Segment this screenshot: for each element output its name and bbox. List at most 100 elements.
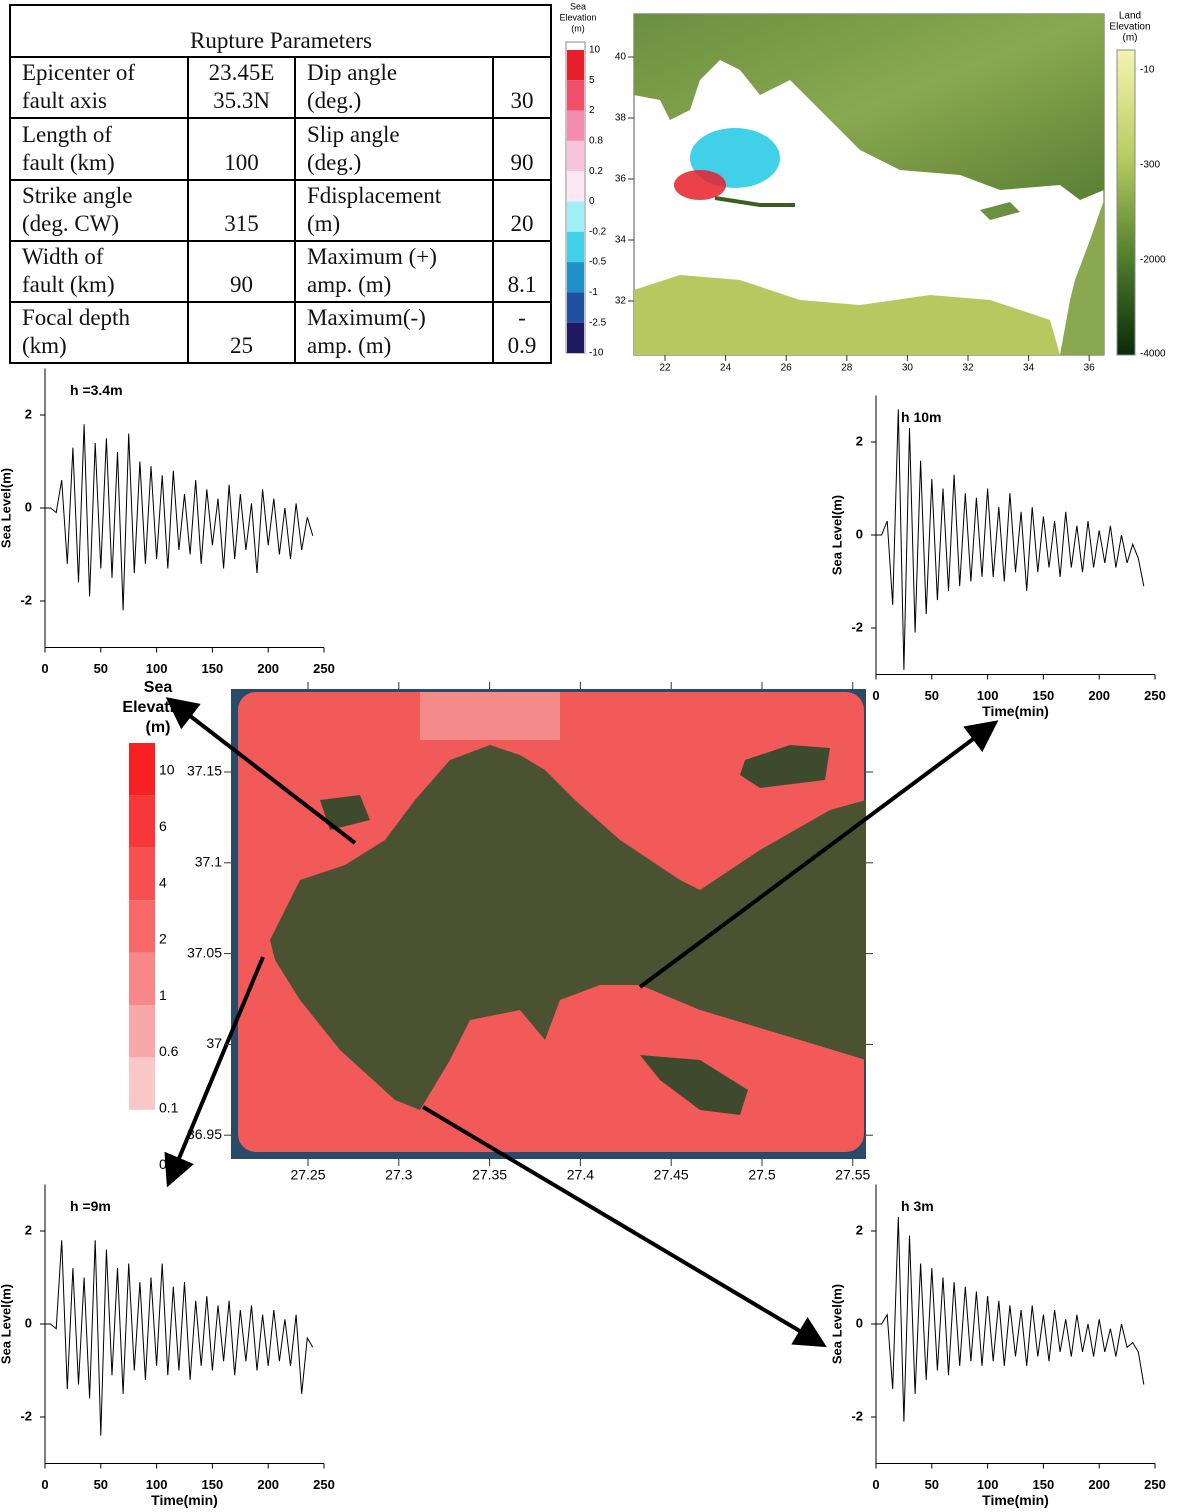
x-tick-label: 28 — [841, 363, 853, 374]
table-cell: Epicenter of — [22, 60, 135, 85]
table-cell: Dip angle — [307, 60, 397, 85]
x-tick-label: 27.35 — [472, 1167, 507, 1183]
legend-label: -0.5 — [589, 257, 607, 268]
x-tick-label: 50 — [925, 1477, 939, 1492]
x-tick-label: 250 — [313, 1477, 335, 1492]
x-tick-label: 30 — [902, 363, 914, 374]
y-tick-label: 32 — [615, 296, 627, 307]
y-tick-label: 2 — [25, 1222, 32, 1237]
table-cell: Length of — [22, 122, 112, 147]
x-tick-label: 100 — [146, 1477, 168, 1492]
local-map — [231, 689, 866, 1159]
x-tick-label: 100 — [977, 688, 999, 703]
table-cell: Maximum (+) — [307, 244, 437, 269]
x-tick-label: 50 — [94, 1477, 108, 1492]
legend-title: Sea — [570, 1, 586, 11]
x-tick-label: 36 — [1084, 363, 1096, 374]
x-tick-label: 150 — [1033, 1477, 1055, 1492]
y-tick-label: 0 — [856, 526, 863, 541]
x-tick-label: 150 — [1033, 688, 1055, 703]
x-tick-label: 0 — [41, 661, 48, 676]
y-axis-label: Sea Level(m) — [0, 468, 13, 548]
table-cell: - — [518, 305, 526, 330]
x-tick-label: 0 — [41, 1477, 48, 1492]
x-tick-label: 200 — [257, 1477, 279, 1492]
x-tick-label: 150 — [202, 1477, 224, 1492]
legend-label: 10 — [589, 45, 601, 56]
y-tick-label: 36.95 — [187, 1126, 222, 1142]
y-tick-label: 2 — [856, 433, 863, 448]
legend-label: -10 — [1140, 65, 1155, 76]
legend-swatch — [129, 953, 155, 1005]
legend-swatch — [567, 323, 584, 353]
table-cell: (m) — [307, 211, 340, 236]
legend-title: (m) — [146, 719, 171, 736]
table-cell: Slip angle — [307, 122, 400, 147]
legend-swatch — [567, 202, 584, 232]
table-cell: amp. (m) — [307, 333, 391, 358]
x-tick-label: 100 — [977, 1477, 999, 1492]
y-axis-label: Sea Level(m) — [829, 495, 844, 575]
x-tick-label: 100 — [146, 661, 168, 676]
x-tick-label: 26 — [781, 363, 793, 374]
y-tick-label: -2 — [851, 619, 863, 634]
land-legend-bar — [1117, 50, 1135, 355]
x-tick-label: 27.25 — [290, 1167, 325, 1183]
legend-swatch — [567, 50, 584, 80]
table-cell: 315 — [224, 211, 259, 236]
legend-label: 5 — [589, 75, 595, 86]
y-tick-label: 36 — [615, 174, 627, 185]
table-cell: (deg.) — [307, 150, 361, 175]
x-tick-label: 200 — [1088, 1477, 1110, 1492]
table-cell: 35.3N — [213, 88, 270, 113]
x-tick-label: 50 — [925, 688, 939, 703]
x-tick-label: 0 — [872, 1477, 879, 1492]
legend-label: 0.8 — [589, 136, 603, 147]
legend-label: -4000 — [1140, 349, 1166, 360]
x-tick-label: 27.55 — [835, 1167, 870, 1183]
legend-label: 0 — [159, 1156, 167, 1172]
chart-title: h 3m — [901, 1198, 934, 1214]
legend-title: Elevation — [559, 12, 596, 22]
sea-level-line — [876, 1217, 1144, 1422]
y-tick-label: 0 — [25, 1315, 32, 1330]
legend-label: -10 — [589, 348, 604, 359]
legend-label: 0.6 — [159, 1043, 179, 1059]
legend-label: 2 — [159, 931, 167, 947]
x-tick-label: 27.3 — [385, 1167, 412, 1183]
y-tick-label: 38 — [615, 113, 627, 124]
legend-label: 0 — [589, 196, 595, 207]
legend-swatch — [567, 111, 584, 141]
chart-title: h =3.4m — [70, 382, 123, 398]
legend-label: 1 — [159, 987, 167, 1003]
table-cell: Fdisplacement — [307, 183, 442, 208]
table-cell: 30 — [511, 88, 534, 113]
x-tick-label: 200 — [1088, 688, 1110, 703]
legend-swatch — [567, 171, 584, 201]
table-cell: 23.45E — [209, 60, 275, 85]
table-cell: Focal depth — [22, 305, 130, 330]
chart-title: h =9m — [70, 1198, 111, 1214]
sea-level-line — [45, 1240, 313, 1435]
y-tick-label: 37.15 — [187, 763, 222, 779]
chart-title: h 10m — [901, 409, 941, 425]
x-tick-label: 250 — [1144, 688, 1166, 703]
legend-label: -1 — [589, 287, 598, 298]
y-tick-label: 40 — [615, 52, 627, 63]
x-tick-label: 32 — [962, 363, 974, 374]
y-tick-label: 37.05 — [187, 944, 222, 960]
figure: Rupture ParametersEpicenter offault axis… — [0, 0, 1181, 1512]
legend-title: Elevation — [122, 699, 193, 716]
table-cell: fault (km) — [22, 272, 115, 297]
y-tick-label: -2 — [20, 592, 32, 607]
legend-label: 2 — [589, 105, 595, 116]
x-tick-label: 27.45 — [654, 1167, 689, 1183]
table-cell: Maximum(-) — [307, 305, 426, 330]
sea-level-line — [45, 424, 313, 610]
table-title: Rupture Parameters — [190, 28, 372, 53]
table-cell: amp. (m) — [307, 272, 391, 297]
table-cell: 8.1 — [508, 272, 537, 297]
y-tick-label: 2 — [856, 1222, 863, 1237]
y-tick-label: -2 — [20, 1408, 32, 1423]
table-cell: 100 — [224, 150, 259, 175]
